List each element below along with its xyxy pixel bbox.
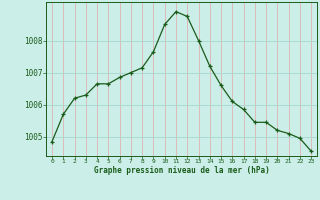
X-axis label: Graphe pression niveau de la mer (hPa): Graphe pression niveau de la mer (hPa) [94, 166, 269, 175]
